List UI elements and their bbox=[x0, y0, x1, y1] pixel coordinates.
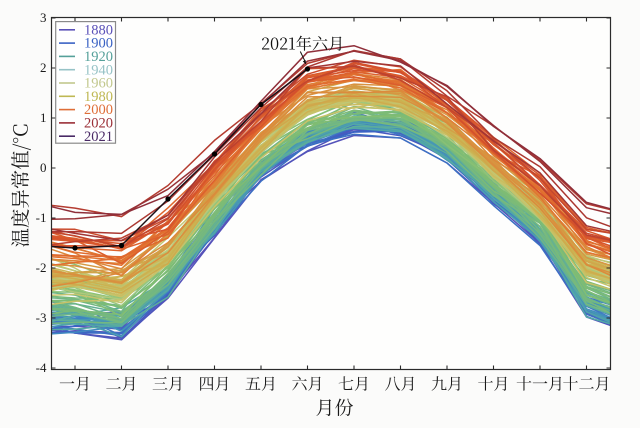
svg-text:1980: 1980 bbox=[84, 89, 113, 105]
svg-text:0: 0 bbox=[40, 160, 47, 175]
svg-text:1920: 1920 bbox=[84, 49, 113, 65]
svg-text:-4: -4 bbox=[36, 360, 47, 375]
svg-text:1940: 1940 bbox=[84, 62, 113, 78]
svg-text:-2: -2 bbox=[36, 260, 47, 275]
svg-text:-1: -1 bbox=[36, 210, 47, 225]
svg-text:1880: 1880 bbox=[84, 22, 113, 38]
svg-text:1960: 1960 bbox=[84, 76, 113, 92]
svg-text:1: 1 bbox=[40, 110, 47, 125]
svg-text:2: 2 bbox=[40, 60, 47, 75]
svg-text:1900: 1900 bbox=[84, 36, 113, 52]
svg-text:2021: 2021 bbox=[84, 129, 113, 145]
svg-text:2020: 2020 bbox=[84, 116, 113, 132]
svg-text:2000: 2000 bbox=[84, 102, 113, 118]
svg-text:-3: -3 bbox=[36, 310, 47, 325]
svg-text:3: 3 bbox=[40, 10, 47, 25]
